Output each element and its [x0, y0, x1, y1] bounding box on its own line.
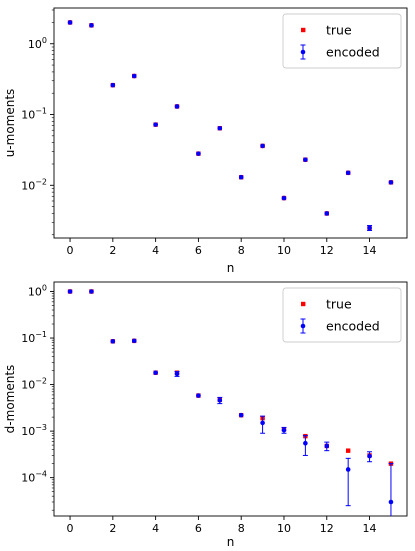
y-tick-label: 100	[28, 283, 47, 298]
legend: true encoded	[282, 13, 402, 69]
x-tick-label: 2	[109, 522, 116, 535]
y-tick-label: 10−3	[21, 423, 47, 438]
plot-frame	[53, 281, 408, 517]
x-tick-label: 14	[363, 522, 377, 535]
y-tick-label: 10−2	[21, 377, 47, 392]
encoded-marker	[153, 370, 158, 375]
encoded-marker	[153, 122, 158, 127]
encoded-marker	[281, 195, 287, 201]
encoded-marker	[196, 151, 201, 156]
encoded-marker	[110, 82, 116, 88]
x-tick-label: 2	[109, 244, 116, 257]
encoded-marker	[367, 453, 372, 459]
y-tick-label: 100	[28, 36, 47, 51]
y-tick-base: 10	[21, 472, 35, 485]
x-tick-label: 10	[277, 244, 291, 257]
y-tick-base: 10	[28, 38, 42, 51]
plot-frame	[53, 7, 408, 239]
legend-true-marker	[301, 301, 306, 307]
y-tick-label: 10−1	[21, 107, 47, 122]
y-tick-label: 10−2	[21, 177, 47, 192]
y-axis-label: u-moments	[3, 89, 17, 158]
encoded-marker	[67, 289, 73, 294]
x-tick-label: 8	[238, 522, 245, 535]
y-tick-exponent: 0	[42, 283, 47, 292]
y-tick-base: 10	[21, 109, 35, 122]
y-tick-exponent: −1	[35, 330, 47, 339]
y-tick-exponent: −4	[35, 470, 47, 479]
encoded-marker	[238, 174, 244, 180]
encoded-marker	[345, 467, 351, 472]
y-tick-base: 10	[21, 332, 35, 345]
encoded-marker	[260, 420, 265, 426]
x-tick-label: 4	[152, 244, 159, 257]
y-tick-exponent: 0	[42, 36, 47, 45]
legend: true encoded	[282, 287, 402, 343]
y-tick-base: 10	[21, 179, 35, 192]
encoded-marker	[89, 23, 94, 28]
legend-true-label: true	[326, 297, 352, 312]
encoded-marker	[110, 339, 116, 344]
encoded-marker	[324, 211, 330, 216]
encoded-marker	[281, 427, 287, 433]
x-tick-label: 0	[67, 244, 74, 257]
encoded-marker	[324, 443, 330, 449]
chart-d-moments: 0 2 4 6 8 10 12 1410010−110−210−310−4nd-moments…	[3, 281, 408, 549]
x-tick-label: 6	[195, 244, 202, 257]
encoded-marker	[174, 104, 180, 109]
y-tick-exponent: −2	[35, 177, 47, 186]
y-tick-exponent: −3	[35, 423, 47, 432]
y-tick-exponent: −1	[35, 107, 47, 116]
encoded-marker	[89, 289, 94, 294]
x-tick-label: 14	[363, 244, 377, 257]
x-tick-label: 12	[320, 522, 334, 535]
y-tick-base: 10	[28, 285, 42, 298]
encoded-marker	[196, 393, 201, 398]
encoded-marker	[388, 180, 394, 185]
legend-true-label: true	[326, 23, 352, 38]
true-marker	[345, 448, 351, 453]
y-axis-label: d-moments	[3, 365, 17, 434]
y-tick-exponent: −2	[35, 377, 47, 386]
x-tick-label: 10	[277, 522, 291, 535]
legend-box	[282, 287, 402, 343]
y-tick-label: 10−4	[21, 470, 47, 485]
encoded-marker	[388, 499, 394, 505]
x-tick-label: 4	[152, 522, 159, 535]
legend-encoded-label: encoded	[326, 45, 380, 60]
encoded-marker	[131, 73, 137, 79]
legend-box	[282, 13, 402, 69]
encoded-marker	[367, 225, 372, 231]
x-tick-label: 0	[67, 522, 74, 535]
encoded-marker	[217, 397, 223, 403]
encoded-marker	[67, 20, 73, 25]
encoded-marker	[238, 412, 244, 418]
x-tick-label: 6	[195, 522, 202, 535]
encoded-marker	[217, 125, 223, 131]
legend-encoded-label: encoded	[326, 319, 380, 334]
encoded-marker	[303, 157, 308, 162]
x-tick-label: 12	[320, 244, 334, 257]
y-tick-base: 10	[21, 379, 35, 392]
encoded-marker	[345, 170, 351, 176]
x-axis-label: n	[227, 535, 235, 549]
legend-encoded-marker	[300, 49, 306, 55]
encoded-marker	[303, 440, 308, 446]
x-tick-label: 8	[238, 244, 245, 257]
x-axis-label: n	[227, 261, 235, 275]
encoded-marker	[131, 338, 137, 344]
legend-true-marker	[301, 27, 306, 33]
chart-u-moments: 0 2 4 6 8 10 12 1410010−110−2nu-momentstrueenco…	[3, 7, 408, 275]
y-tick-base: 10	[21, 425, 35, 438]
legend-encoded-marker	[300, 323, 306, 329]
encoded-marker	[174, 371, 180, 377]
y-tick-label: 10−1	[21, 330, 47, 345]
encoded-marker	[260, 143, 265, 149]
